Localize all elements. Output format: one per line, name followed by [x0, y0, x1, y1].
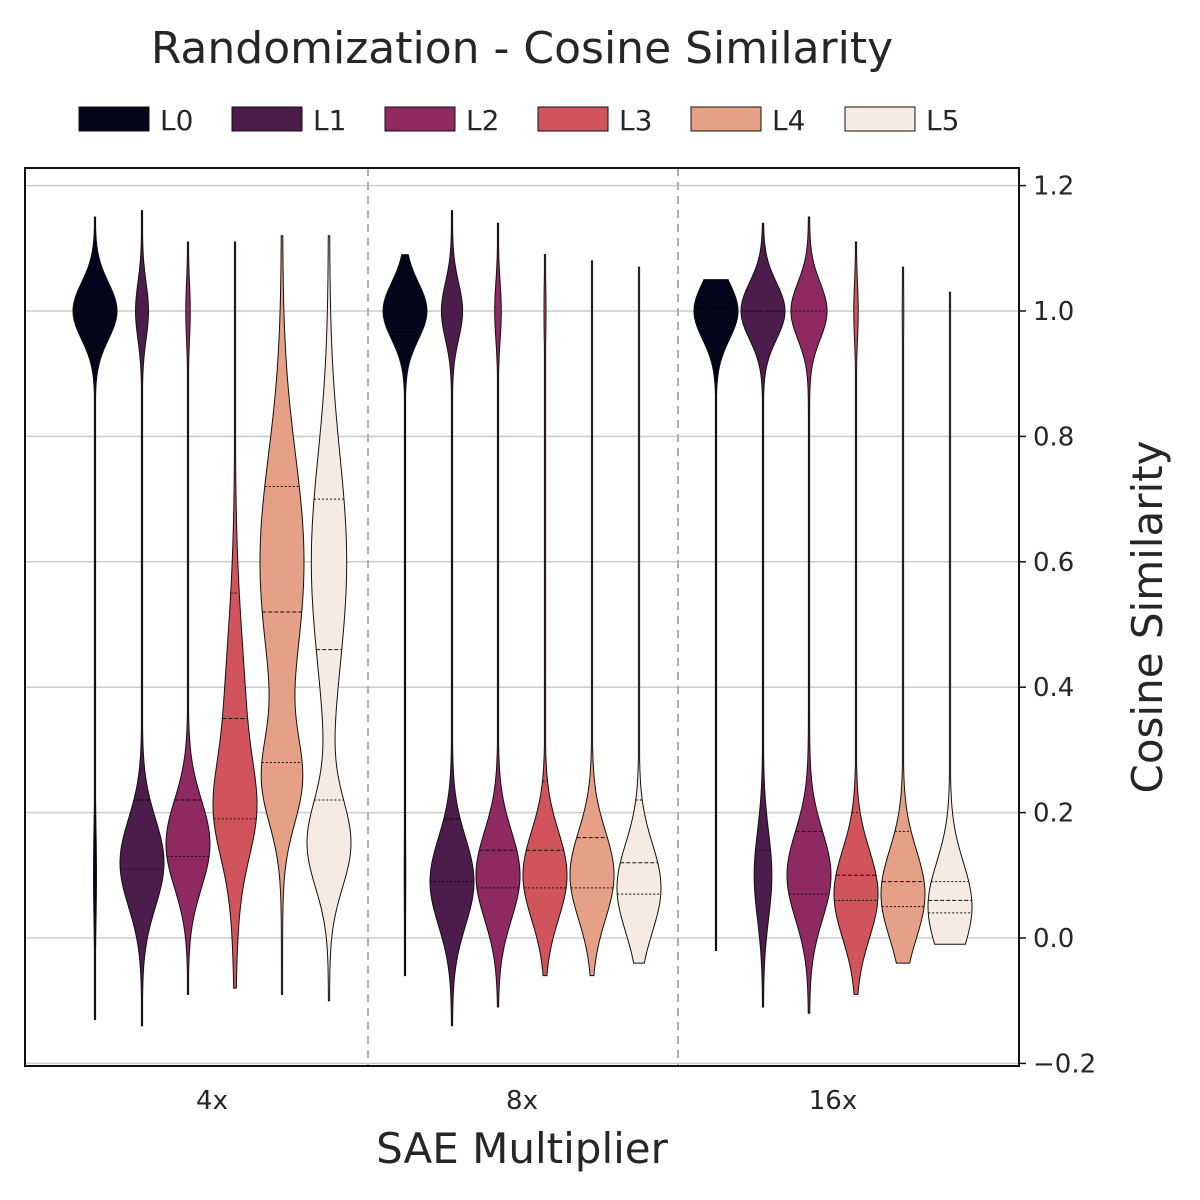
violin-4x-L2: [165, 241, 211, 995]
chart-title: Randomization - Cosine Similarity: [151, 23, 893, 74]
legend-label: L5: [926, 104, 959, 137]
legend: L0 L1 L2 L3 L4 L5: [78, 104, 959, 137]
violin-8x-L1: [429, 210, 475, 1027]
violins: [72, 210, 973, 1027]
y-tick-label: 1.0: [1033, 297, 1074, 327]
x-tick-label: 4x: [196, 1086, 228, 1116]
violin-8x-L3: [522, 254, 568, 977]
x-axis: 4x 8x 16x: [196, 1086, 857, 1116]
violin-4x-L0: [72, 216, 118, 1021]
violin-4x-L5: [306, 235, 352, 1002]
group-separators: [367, 168, 679, 1066]
legend-label: L2: [466, 104, 499, 137]
y-axis: −0.2 0.0 0.2 0.4 0.6 0.8 1.0 1.2: [1019, 172, 1096, 1079]
legend-label: L4: [772, 104, 805, 137]
violin-16x-L4: [880, 266, 926, 964]
violin-8x-L2: [475, 222, 521, 1008]
violin-4x-L3: [212, 241, 258, 989]
y-tick-label: 1.2: [1033, 172, 1074, 202]
x-axis-label: SAE Multiplier: [376, 1124, 669, 1173]
y-tick-label: −0.2: [1033, 1049, 1096, 1079]
legend-label: L0: [160, 104, 193, 137]
legend-swatch: [78, 106, 150, 132]
y-tick-label: 0.0: [1033, 924, 1074, 954]
violin-16x-L5: [927, 291, 973, 945]
violin-8x-L0: [382, 254, 428, 977]
violin-8x-L4: [569, 260, 615, 977]
violin-16x-L3: [833, 241, 879, 995]
plot-frame: [24, 167, 1020, 1067]
violin-16x-L0: [693, 279, 739, 952]
y-tick-label: 0.4: [1033, 673, 1074, 703]
violin-16x-L2: [786, 216, 832, 1014]
legend-label: L1: [313, 104, 346, 137]
violin-4x-L4: [259, 235, 305, 995]
legend-swatch: [844, 106, 916, 132]
violin-4x-L1: [119, 210, 165, 1027]
legend-swatch: [231, 106, 303, 132]
legend-swatch: [537, 106, 609, 132]
y-tick-label: 0.8: [1033, 422, 1074, 452]
x-tick-label: 16x: [809, 1086, 857, 1116]
violin-8x-L5: [616, 266, 662, 964]
y-tick-label: 0.6: [1033, 548, 1074, 578]
legend-label: L3: [619, 104, 652, 137]
y-tick-label: 0.2: [1033, 799, 1074, 829]
legend-swatch: [690, 106, 762, 132]
violin-16x-L1: [740, 222, 786, 1008]
x-tick-label: 8x: [506, 1086, 538, 1116]
legend-swatch: [384, 106, 456, 132]
y-axis-label: Cosine Similarity: [1123, 441, 1172, 794]
